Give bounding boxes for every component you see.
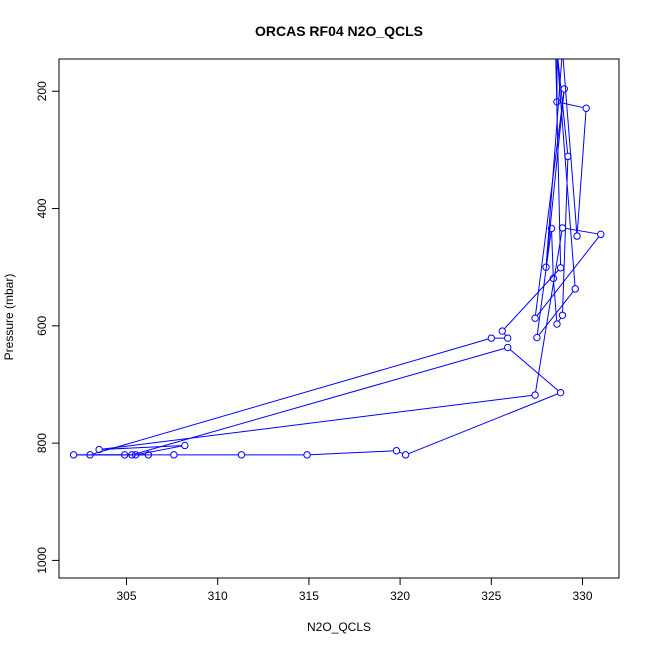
data-point (559, 47, 565, 53)
y-tick-label: 800 (35, 433, 49, 453)
data-point (554, 50, 560, 56)
plot-frame (58, 58, 620, 579)
data-point (553, 320, 561, 328)
data-point (531, 391, 539, 399)
data-point (558, 311, 567, 319)
data-point (504, 334, 512, 342)
data-point (498, 327, 506, 335)
data-point (487, 334, 496, 342)
data-point (237, 451, 246, 459)
data-point (542, 263, 550, 271)
x-tick-label: 315 (299, 589, 319, 603)
x-tick-label: 320 (390, 589, 410, 603)
data-point (560, 85, 568, 93)
data-point (392, 447, 401, 455)
series-segment (134, 347, 505, 455)
data-point (120, 451, 129, 459)
data-point (131, 451, 140, 459)
x-tick-label: 325 (481, 589, 501, 603)
series-segment (538, 291, 574, 336)
series-segment (551, 231, 554, 276)
data-point (533, 333, 541, 342)
data-point (504, 343, 512, 352)
data-point (556, 264, 565, 272)
series-n2o (69, 29, 605, 459)
data-point (573, 232, 581, 240)
series-segment (310, 450, 394, 456)
data-point (548, 29, 554, 35)
series-segment (545, 92, 565, 265)
data-point (552, 29, 558, 35)
data-point (549, 274, 558, 283)
data-point (597, 230, 605, 239)
series-segment (553, 281, 558, 321)
data-point (564, 152, 572, 161)
data-point (170, 451, 178, 459)
data-point (303, 451, 311, 459)
series-segment (545, 59, 563, 265)
x-tick-label: 305 (116, 589, 136, 603)
data-point (181, 441, 189, 450)
data-point (558, 224, 567, 232)
series-segment (534, 92, 565, 316)
series-segment (562, 59, 578, 233)
series-segment (408, 393, 558, 455)
data-point (531, 314, 539, 322)
data-point (128, 451, 136, 459)
data-point (553, 98, 561, 106)
data-point (552, 29, 558, 35)
data-point (401, 451, 410, 459)
series-segment (558, 317, 562, 322)
series-segment (504, 269, 559, 330)
data-point (95, 445, 103, 454)
series-segment (536, 236, 600, 316)
y-tick-label: 1000 (35, 547, 49, 574)
series-segment (557, 59, 569, 154)
series-segment (556, 59, 576, 286)
chart-title: ORCAS RF04 N2O_QCLS (255, 23, 423, 39)
data-point (571, 285, 579, 293)
x-tick-label: 330 (573, 589, 593, 603)
x-axis: 305 310 315 320 325 330 (116, 578, 593, 603)
series-segment (536, 231, 552, 335)
series-segment (509, 349, 559, 391)
data-point (86, 451, 94, 459)
series-segment (576, 111, 587, 233)
y-tick-label: 200 (35, 81, 49, 101)
x-axis-label: N2O_QCLS (307, 620, 371, 634)
series-segment (535, 230, 563, 392)
y-tick-label: 600 (35, 315, 49, 335)
data-point (547, 224, 556, 233)
series-segment (102, 394, 532, 450)
y-tick-label: 400 (35, 198, 49, 218)
data-point (556, 388, 565, 397)
series-segment (102, 445, 182, 450)
series-segment (399, 451, 403, 454)
y-axis-label: Pressure (mbar) (2, 274, 16, 361)
data-point (582, 104, 590, 112)
x-tick-label: 310 (208, 589, 228, 603)
series-segment (565, 227, 598, 235)
series-segment (559, 102, 584, 109)
y-axis: 200 400 600 800 1000 (35, 81, 59, 574)
series-segment (92, 338, 489, 455)
data-point (69, 451, 78, 459)
data-point (144, 451, 153, 459)
